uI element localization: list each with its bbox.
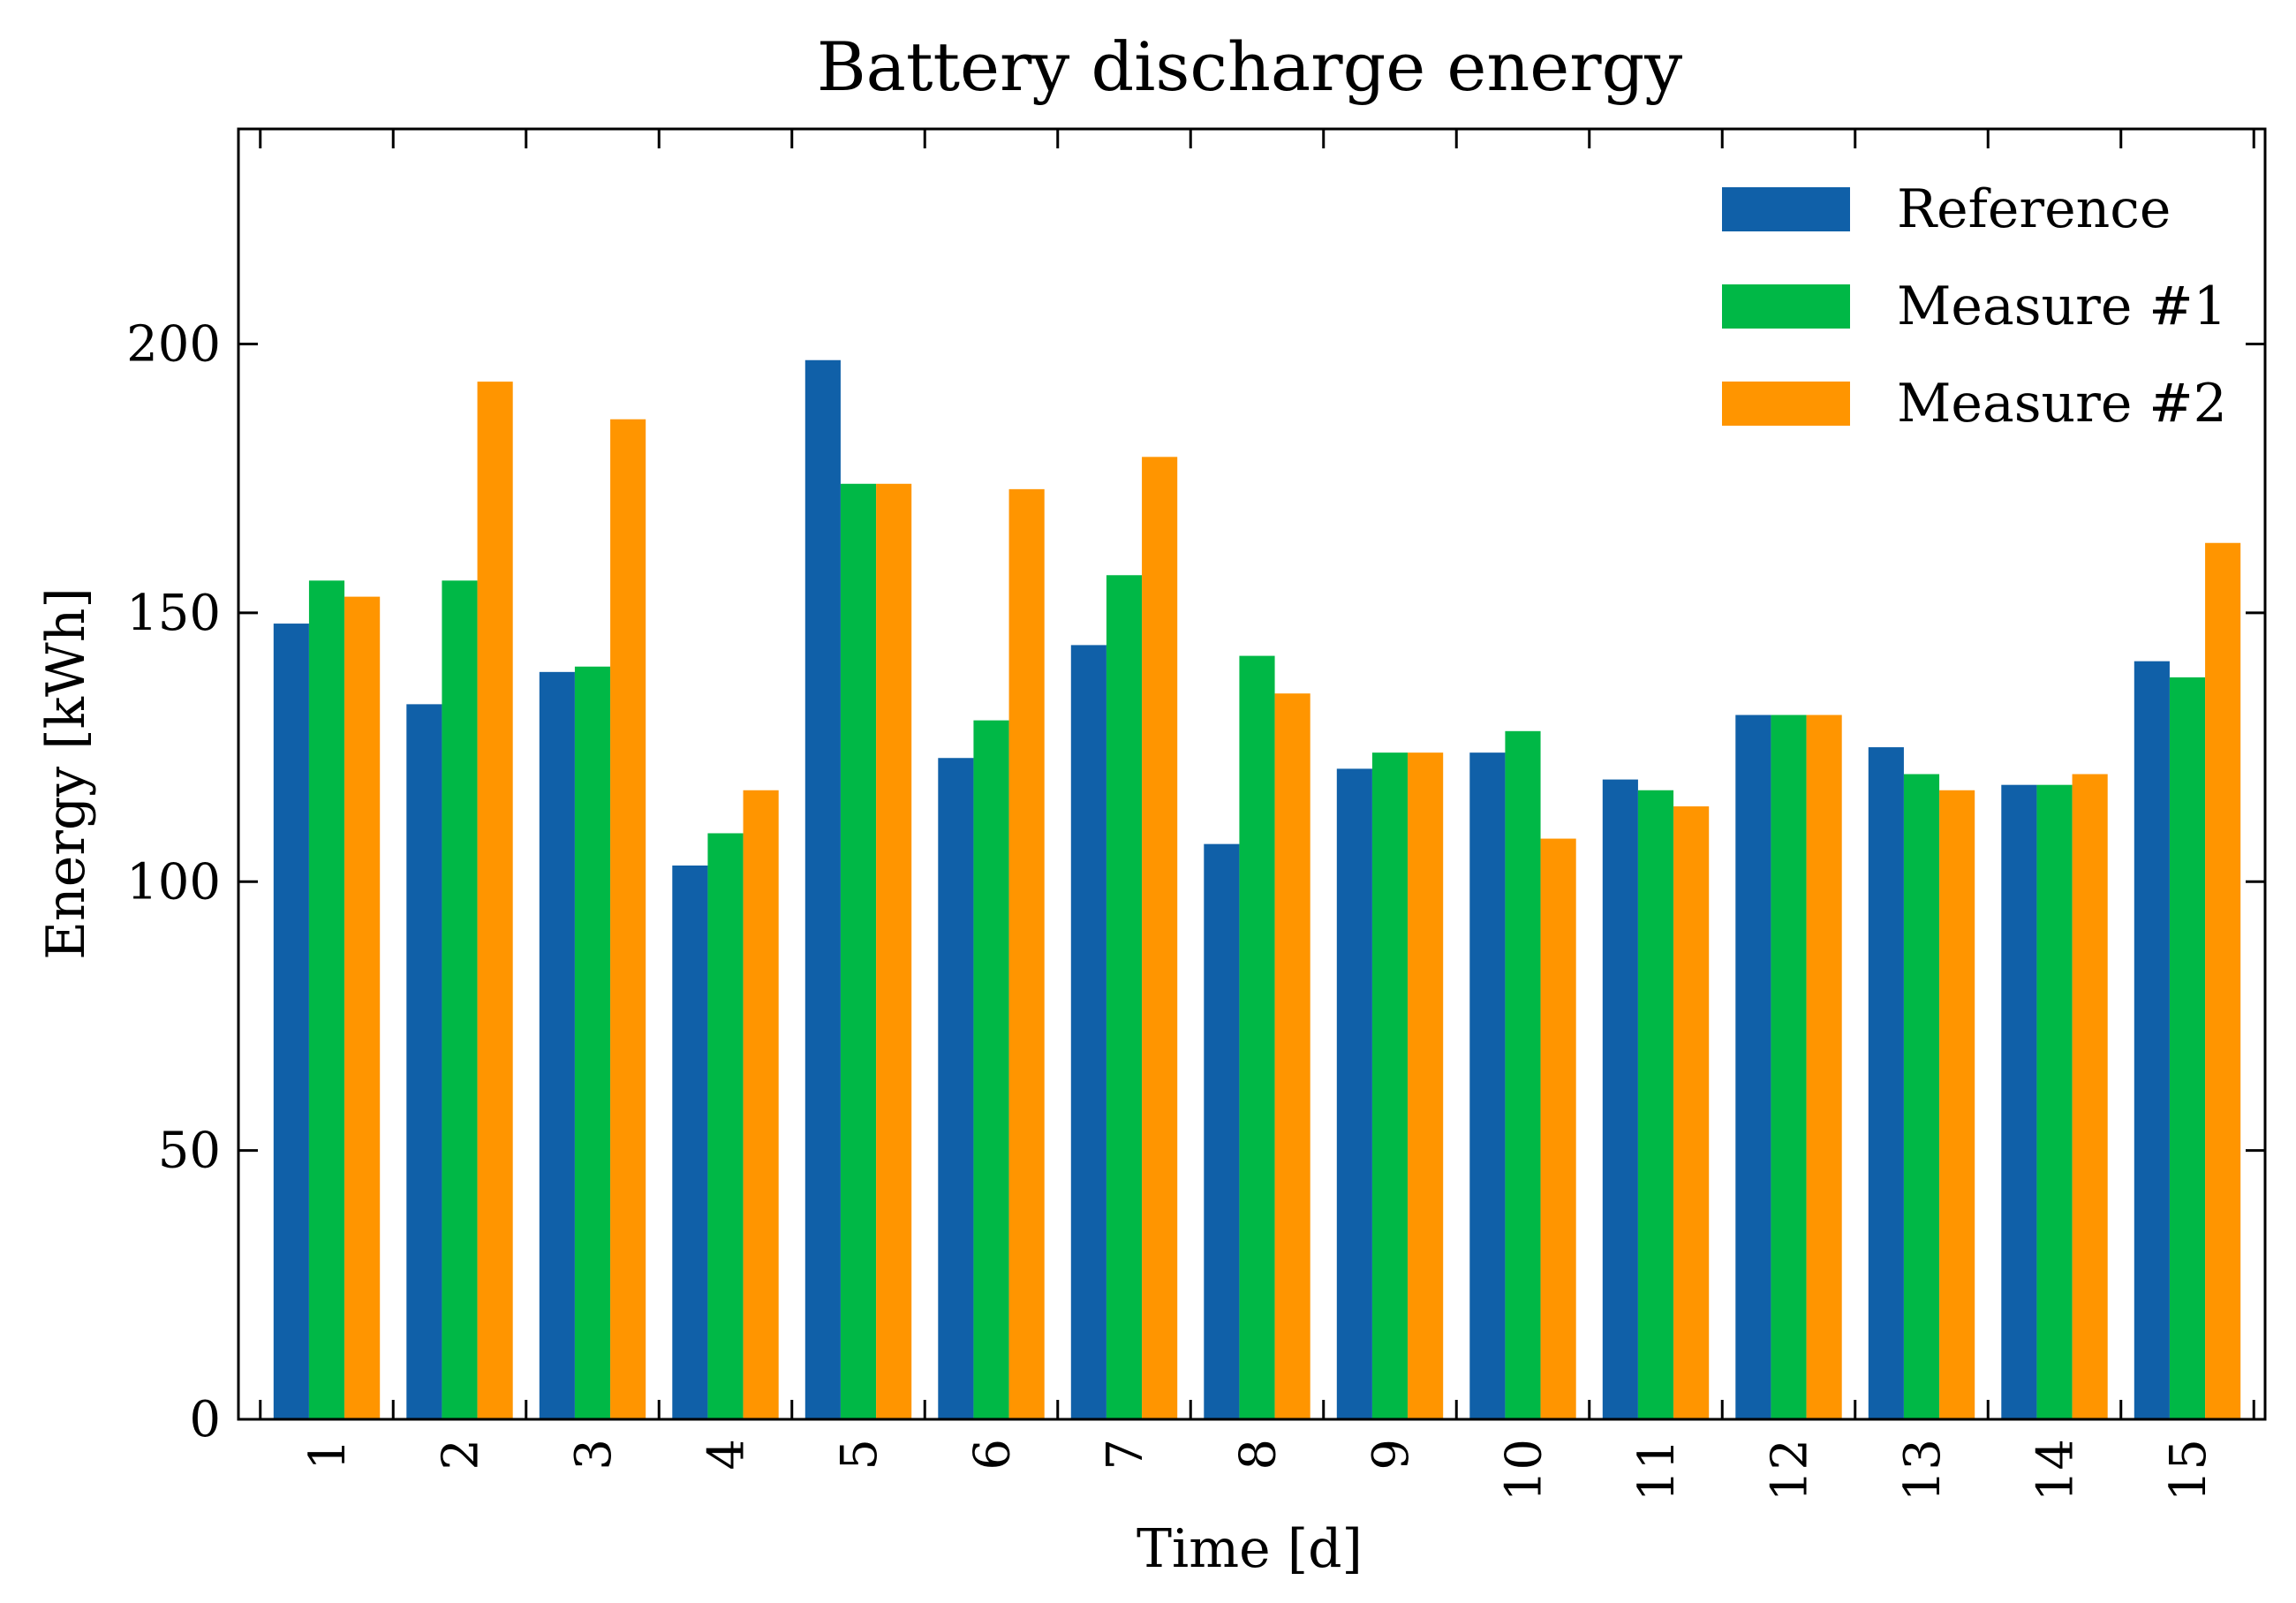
bar-measure-2-day-8 [1274, 693, 1310, 1419]
bar-measure-2-day-10 [1540, 838, 1576, 1419]
bar-reference-day-7 [1070, 645, 1106, 1419]
bar-measure-1-day-1 [308, 580, 345, 1419]
bar-measure-1-day-10 [1505, 730, 1541, 1419]
x-tick-label: 2 [433, 1439, 490, 1471]
legend-label: Measure #1 [1897, 276, 2227, 337]
y-axis-ticks: 0 50 100 150 200 [126, 316, 2265, 1448]
bar-measure-2-day-15 [2205, 542, 2241, 1419]
bar-reference-day-3 [539, 671, 575, 1419]
bar-measure-1-day-2 [442, 580, 478, 1419]
bar-measure-2-day-12 [1806, 715, 1842, 1419]
bar-measure-1-day-13 [1903, 774, 1940, 1419]
bar-reference-day-4 [672, 865, 708, 1419]
x-tick-label: 15 [2160, 1439, 2217, 1501]
bar-measure-1-day-5 [840, 483, 877, 1419]
bar-reference-day-10 [1469, 752, 1506, 1419]
bar-measure-1-day-11 [1637, 790, 1674, 1419]
legend-label: Measure #2 [1897, 373, 2227, 435]
x-tick-label: 12 [1762, 1439, 1819, 1501]
bar-measure-1-day-3 [574, 666, 611, 1419]
x-tick-label: 8 [1230, 1439, 1288, 1471]
bar-measure-2-day-1 [344, 596, 381, 1419]
legend-label: Reference [1897, 178, 2171, 240]
y-axis-label: Energy [kWh] [35, 587, 97, 960]
bar-reference-day-9 [1336, 768, 1372, 1419]
bar-measure-1-day-6 [973, 720, 1009, 1420]
x-tick-label: 7 [1097, 1439, 1154, 1471]
x-tick-label: 13 [1894, 1439, 1952, 1501]
bar-reference-day-15 [2134, 661, 2170, 1419]
x-axis-label: Time [d] [1137, 1518, 1363, 1580]
legend-swatch [1722, 187, 1850, 231]
x-tick-label: 6 [964, 1439, 1022, 1471]
bar-reference-day-12 [1735, 715, 1771, 1419]
bar-measure-2-day-5 [876, 483, 912, 1419]
plot-area [273, 359, 2241, 1420]
chart-title: Battery discharge energy [817, 27, 1682, 106]
bar-measure-2-day-4 [743, 790, 779, 1419]
bar-reference-day-11 [1602, 779, 1638, 1419]
y-tick-label: 100 [126, 853, 221, 911]
bar-reference-day-8 [1204, 843, 1240, 1419]
bar-measure-1-day-7 [1106, 575, 1143, 1419]
plot-frame [237, 127, 2267, 1421]
bar-measure-2-day-6 [1008, 488, 1045, 1419]
bar-measure-2-day-14 [2072, 774, 2108, 1419]
x-tick-label: 5 [831, 1439, 888, 1471]
bar-measure-1-day-4 [707, 833, 744, 1419]
bar-measure-2-day-3 [610, 419, 646, 1420]
x-tick-label: 1 [299, 1439, 357, 1471]
bar-reference-day-6 [938, 758, 974, 1419]
bar-reference-day-2 [406, 704, 442, 1419]
y-tick-label: 200 [126, 316, 221, 374]
legend-swatch [1722, 382, 1850, 426]
bar-reference-day-13 [1868, 747, 1904, 1419]
bar-reference-day-1 [273, 624, 309, 1419]
bar-measure-1-day-15 [2169, 677, 2206, 1419]
bar-measure-1-day-8 [1239, 655, 1275, 1419]
bar-reference-day-14 [2001, 784, 2037, 1419]
x-tick-label: 3 [565, 1439, 623, 1471]
x-tick-label: 9 [1363, 1439, 1420, 1471]
bar-measure-1-day-12 [1771, 715, 1807, 1419]
y-tick-label: 50 [158, 1123, 221, 1180]
legend-swatch [1722, 284, 1850, 329]
bar-measure-2-day-7 [1142, 457, 1178, 1419]
bar-measure-2-day-13 [1939, 790, 1975, 1419]
bar-measure-2-day-9 [1408, 752, 1444, 1419]
y-tick-label: 0 [189, 1391, 221, 1448]
bar-measure-2-day-11 [1673, 806, 1710, 1419]
bar-reference-day-5 [804, 359, 841, 1419]
bar-measure-1-day-14 [2036, 784, 2073, 1419]
x-tick-label: 14 [2028, 1439, 2085, 1501]
legend: Reference Measure #1 Measure #2 [1722, 178, 2227, 435]
x-tick-label: 4 [699, 1439, 756, 1471]
y-tick-label: 150 [126, 585, 221, 642]
x-tick-label: 11 [1628, 1439, 1686, 1501]
bar-measure-2-day-2 [477, 382, 513, 1419]
x-tick-label: 10 [1496, 1439, 1553, 1501]
bar-measure-1-day-9 [1371, 752, 1409, 1419]
x-axis-ticks: 1 2 3 4 5 6 7 8 9 10 11 12 13 14 15 [259, 129, 2255, 1501]
